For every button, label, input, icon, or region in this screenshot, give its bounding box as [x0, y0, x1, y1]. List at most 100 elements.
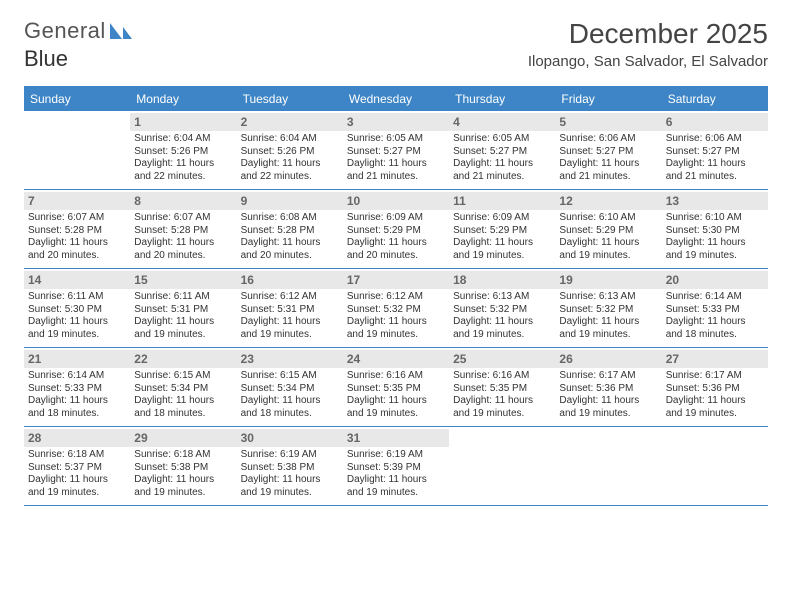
sunrise-text: Sunrise: 6:15 AM	[134, 370, 232, 383]
calendar-grid: SundayMondayTuesdayWednesdayThursdayFrid…	[24, 86, 768, 506]
day-number: 10	[343, 192, 449, 210]
day-cell: 12 Sunrise: 6:10 AMSunset: 5:29 PMDayligh…	[555, 190, 661, 268]
day-number: 1	[130, 113, 236, 131]
day-details: Sunrise: 6:11 AMSunset: 5:31 PMDaylight:…	[134, 291, 232, 341]
daylight-text: Daylight: 11 hours and 19 minutes.	[453, 395, 551, 420]
daylight-text: Daylight: 11 hours and 19 minutes.	[559, 395, 657, 420]
title-block: December 2025 Ilopango, San Salvador, El…	[528, 18, 768, 70]
week-row: 7Sunrise: 6:07 AMSunset: 5:28 PMDaylight…	[24, 190, 768, 269]
day-header: Saturday	[662, 88, 768, 111]
sunset-text: Sunset: 5:28 PM	[28, 225, 126, 238]
day-header: Wednesday	[343, 88, 449, 111]
day-number: 22	[130, 350, 236, 368]
day-details: Sunrise: 6:17 AMSunset: 5:36 PMDaylight:…	[559, 370, 657, 420]
week-row: 28Sunrise: 6:18 AMSunset: 5:37 PMDayligh…	[24, 427, 768, 506]
day-details: Sunrise: 6:14 AMSunset: 5:33 PMDaylight:…	[28, 370, 126, 420]
day-details: Sunrise: 6:12 AMSunset: 5:32 PMDaylight:…	[347, 291, 445, 341]
day-cell: 16 Sunrise: 6:12 AMSunset: 5:31 PMDayligh…	[237, 269, 343, 347]
day-number: 24	[343, 350, 449, 368]
day-number: 18	[449, 271, 555, 289]
daylight-text: Daylight: 11 hours and 19 minutes.	[134, 316, 232, 341]
day-cell: 6Sunrise: 6:06 AMSunset: 5:27 PMDaylight…	[662, 111, 768, 189]
sunrise-text: Sunrise: 6:12 AM	[347, 291, 445, 304]
day-number: 25	[449, 350, 555, 368]
daylight-text: Daylight: 11 hours and 20 minutes.	[347, 237, 445, 262]
sunset-text: Sunset: 5:32 PM	[347, 304, 445, 317]
daylight-text: Daylight: 11 hours and 18 minutes.	[134, 395, 232, 420]
sunset-text: Sunset: 5:27 PM	[453, 146, 551, 159]
day-number: 30	[237, 429, 343, 447]
day-number: 14	[24, 271, 130, 289]
day-details: Sunrise: 6:06 AMSunset: 5:27 PMDaylight:…	[559, 133, 657, 183]
sunset-text: Sunset: 5:32 PM	[453, 304, 551, 317]
day-cell: 24 Sunrise: 6:16 AMSunset: 5:35 PMDayligh…	[343, 348, 449, 426]
sunrise-text: Sunrise: 6:15 AM	[241, 370, 339, 383]
day-cell: 23Sunrise: 6:15 AMSunset: 5:34 PMDayligh…	[237, 348, 343, 426]
day-cell	[555, 427, 661, 505]
sail-icon	[108, 21, 134, 41]
daylight-text: Daylight: 11 hours and 19 minutes.	[453, 237, 551, 262]
daylight-text: Daylight: 11 hours and 22 minutes.	[134, 158, 232, 183]
day-details: Sunrise: 6:09 AMSunset: 5:29 PMDaylight:…	[347, 212, 445, 262]
sunset-text: Sunset: 5:34 PM	[134, 383, 232, 396]
sunrise-text: Sunrise: 6:04 AM	[241, 133, 339, 146]
day-cell: 25 Sunrise: 6:16 AMSunset: 5:35 PMDayligh…	[449, 348, 555, 426]
day-header: Monday	[130, 88, 236, 111]
day-details: Sunrise: 6:15 AMSunset: 5:34 PMDaylight:…	[134, 370, 232, 420]
daylight-text: Daylight: 11 hours and 19 minutes.	[28, 474, 126, 499]
day-cell: 17 Sunrise: 6:12 AMSunset: 5:32 PMDayligh…	[343, 269, 449, 347]
sunrise-text: Sunrise: 6:19 AM	[347, 449, 445, 462]
day-number: 12	[555, 192, 661, 210]
day-details: Sunrise: 6:16 AMSunset: 5:35 PMDaylight:…	[453, 370, 551, 420]
day-details: Sunrise: 6:18 AMSunset: 5:38 PMDaylight:…	[134, 449, 232, 499]
day-header: Sunday	[24, 88, 130, 111]
sunrise-text: Sunrise: 6:18 AM	[28, 449, 126, 462]
day-cell: 5 Sunrise: 6:06 AMSunset: 5:27 PMDaylight…	[555, 111, 661, 189]
brand-word-2: Blue	[24, 46, 68, 71]
day-details: Sunrise: 6:10 AMSunset: 5:29 PMDaylight:…	[559, 212, 657, 262]
sunset-text: Sunset: 5:39 PM	[347, 462, 445, 475]
day-number: 17	[343, 271, 449, 289]
sunrise-text: Sunrise: 6:06 AM	[559, 133, 657, 146]
week-row: 1Sunrise: 6:04 AMSunset: 5:26 PMDaylight…	[24, 111, 768, 190]
day-details: Sunrise: 6:09 AMSunset: 5:29 PMDaylight:…	[453, 212, 551, 262]
day-cell: 7Sunrise: 6:07 AMSunset: 5:28 PMDaylight…	[24, 190, 130, 268]
day-cell: 21 Sunrise: 6:14 AMSunset: 5:33 PMDayligh…	[24, 348, 130, 426]
day-details: Sunrise: 6:07 AMSunset: 5:28 PMDaylight:…	[28, 212, 126, 262]
sunrise-text: Sunrise: 6:12 AM	[241, 291, 339, 304]
day-number: 9	[237, 192, 343, 210]
day-cell: 10 Sunrise: 6:09 AMSunset: 5:29 PMDayligh…	[343, 190, 449, 268]
sunrise-text: Sunrise: 6:10 AM	[666, 212, 764, 225]
sunrise-text: Sunrise: 6:09 AM	[347, 212, 445, 225]
day-details: Sunrise: 6:04 AMSunset: 5:26 PMDaylight:…	[134, 133, 232, 183]
day-number: 16	[237, 271, 343, 289]
day-number: 4	[449, 113, 555, 131]
day-number: 5	[555, 113, 661, 131]
day-details: Sunrise: 6:17 AMSunset: 5:36 PMDaylight:…	[666, 370, 764, 420]
day-number: 27	[662, 350, 768, 368]
sunset-text: Sunset: 5:26 PM	[241, 146, 339, 159]
sunrise-text: Sunrise: 6:09 AM	[453, 212, 551, 225]
sunset-text: Sunset: 5:33 PM	[666, 304, 764, 317]
day-number: 6	[662, 113, 768, 131]
day-number: 21	[24, 350, 130, 368]
sunrise-text: Sunrise: 6:17 AM	[559, 370, 657, 383]
day-cell: 28Sunrise: 6:18 AMSunset: 5:37 PMDayligh…	[24, 427, 130, 505]
daylight-text: Daylight: 11 hours and 19 minutes.	[559, 237, 657, 262]
day-details: Sunrise: 6:12 AMSunset: 5:31 PMDaylight:…	[241, 291, 339, 341]
daylight-text: Daylight: 11 hours and 19 minutes.	[347, 316, 445, 341]
day-details: Sunrise: 6:16 AMSunset: 5:35 PMDaylight:…	[347, 370, 445, 420]
sunset-text: Sunset: 5:28 PM	[241, 225, 339, 238]
day-details: Sunrise: 6:14 AMSunset: 5:33 PMDaylight:…	[666, 291, 764, 341]
sunrise-text: Sunrise: 6:17 AM	[666, 370, 764, 383]
day-number: 13	[662, 192, 768, 210]
calendar-page: General December 2025 Ilopango, San Salv…	[0, 0, 792, 518]
day-number: 23	[237, 350, 343, 368]
daylight-text: Daylight: 11 hours and 21 minutes.	[666, 158, 764, 183]
sunrise-text: Sunrise: 6:08 AM	[241, 212, 339, 225]
day-number: 15	[130, 271, 236, 289]
sunset-text: Sunset: 5:38 PM	[241, 462, 339, 475]
day-details: Sunrise: 6:05 AMSunset: 5:27 PMDaylight:…	[347, 133, 445, 183]
day-details: Sunrise: 6:11 AMSunset: 5:30 PMDaylight:…	[28, 291, 126, 341]
day-cell	[24, 111, 130, 189]
